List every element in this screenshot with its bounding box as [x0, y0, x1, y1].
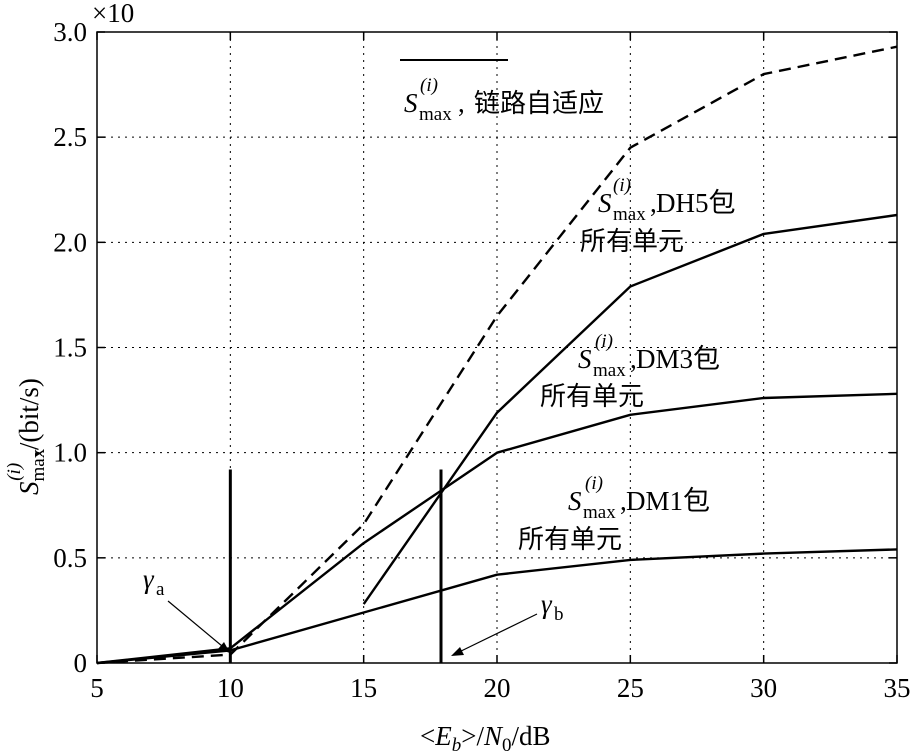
- annotation-dh5: S max (i) , DH5包 所有单元: [580, 175, 736, 257]
- x-tick-label: 25: [617, 673, 644, 703]
- gamma-b-arrow: [454, 613, 538, 655]
- y-tick-label: 0.5: [53, 543, 87, 573]
- x-axis-label: <Eb>/N0/dB: [420, 721, 551, 753]
- y-tick-label: 2.0: [53, 227, 87, 257]
- gamma-a-arrowhead: [218, 642, 230, 653]
- x-axis-label-lt: <: [420, 721, 435, 751]
- annotation-dh5-max: max: [613, 204, 646, 225]
- annotation-dm1: S max (i) , DM1包 所有单元: [518, 473, 710, 555]
- annotation-dh5-comma: ,: [650, 188, 657, 218]
- x-axis-label-n: N: [483, 721, 504, 751]
- gamma-a-symbol: γ: [143, 564, 155, 594]
- annotation-dm1-max: max: [583, 502, 616, 523]
- series-line-3: [96, 392, 898, 665]
- annotation-dm3-text: DM3包: [636, 344, 720, 374]
- y-axis-label-max: max: [28, 448, 49, 481]
- x-tick-label: 30: [750, 673, 777, 703]
- annotation-dm3-i: (i): [595, 331, 613, 352]
- y-axis-label: Smax(i) ,/(bit/s): [4, 378, 49, 495]
- series-line-2: [362, 213, 898, 605]
- annotation-dm3: S max (i) , DM3包 所有单元: [540, 331, 720, 412]
- y-tick-label: 1.0: [53, 438, 87, 468]
- gamma-a-annotation: γ a: [143, 564, 230, 653]
- annotation-dm3-comma: ,: [630, 344, 637, 374]
- x-tick-label: 20: [484, 673, 511, 703]
- y-tick-label: 1.5: [53, 333, 87, 363]
- y-axis-label-tail: ,/(bit/s): [14, 378, 44, 457]
- annotation-adaptive-text: 链路自适应: [474, 89, 604, 119]
- annotation-dh5-text: DH5包: [656, 188, 736, 218]
- x-tick-label: 10: [217, 673, 244, 703]
- x-axis-label-gt: >/: [461, 721, 484, 751]
- x-axis-label-b: b: [452, 735, 462, 753]
- annotation-dm3-units: 所有单元: [540, 382, 644, 412]
- gamma-a-arrow: [167, 600, 229, 652]
- annotation-dm1-i: (i): [585, 473, 603, 494]
- x-tick-label: 5: [90, 673, 104, 703]
- gamma-b-symbol: γ: [541, 589, 553, 619]
- scale-label: ×10: [92, 0, 134, 28]
- annotation-adaptive-s: S: [404, 88, 418, 118]
- y-axis-label-i: (i): [4, 463, 25, 481]
- annotation-dh5-i: (i): [613, 175, 631, 196]
- gamma-b-subscript: b: [554, 604, 564, 625]
- annotation-dh5-s: S: [598, 188, 612, 218]
- x-tick-label: 35: [884, 673, 911, 703]
- annotation-dh5-units: 所有单元: [580, 227, 684, 257]
- y-tick-label: 0: [74, 648, 88, 678]
- x-axis-label-tail: /dB: [511, 721, 550, 751]
- gamma-b-annotation: γ b: [451, 589, 564, 656]
- x-tick-label: 15: [350, 673, 377, 703]
- markers-layer: [228, 469, 443, 663]
- gamma-a-subscript: a: [156, 579, 165, 600]
- gamma-b-arrowhead: [451, 647, 464, 656]
- annotation-adaptive-i: (i): [420, 75, 438, 96]
- annotation-adaptive: S max (i) , 链路自适应: [404, 75, 604, 125]
- annotation-dm1-text: DM1包: [626, 486, 710, 516]
- x-axis-label-zero: 0: [502, 735, 512, 753]
- tick-layer: 5 10 15 20 25 30 35 0 0.5 1.0 1.5 2.0 2.5 3.0: [53, 17, 910, 703]
- annotation-adaptive-max: max: [419, 104, 452, 125]
- x-axis-label-e: E: [434, 721, 452, 751]
- annotation-dm1-comma: ,: [620, 486, 627, 516]
- y-axis-label-s: S: [14, 481, 44, 495]
- annotation-dm1-s: S: [568, 486, 582, 516]
- y-tick-label: 2.5: [53, 122, 87, 152]
- annotation-adaptive-comma: ,: [458, 88, 465, 118]
- y-tick-label: 3.0: [53, 17, 87, 47]
- annotation-dm3-max: max: [593, 360, 626, 381]
- svg-text:Smax(i),/(bit/s): Smax(i) ,/(bit/s): [4, 378, 49, 495]
- grid-lines: [97, 32, 897, 663]
- annotation-dm1-units: 所有单元: [518, 525, 622, 555]
- annotation-dm3-s: S: [578, 344, 592, 374]
